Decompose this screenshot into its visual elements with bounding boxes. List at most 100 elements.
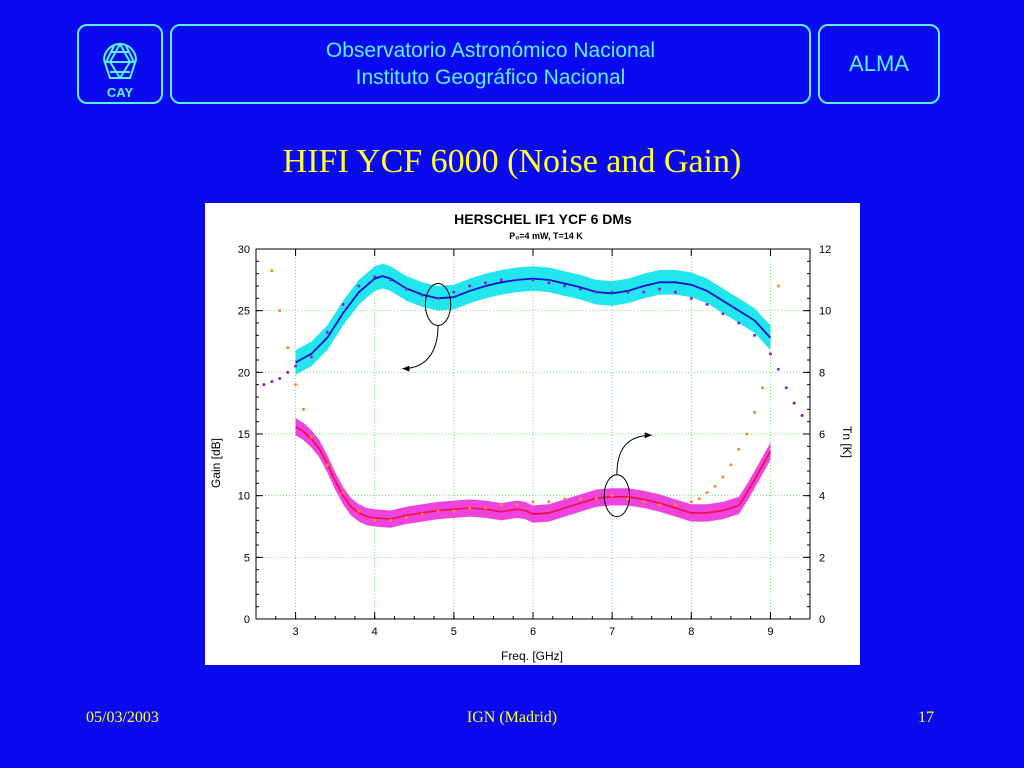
series-3-point: [729, 463, 733, 467]
series-3-point: [436, 509, 440, 513]
series-3-point: [499, 503, 503, 507]
series-3-point: [468, 506, 472, 510]
series-3-point: [689, 500, 693, 504]
series-2-point: [784, 386, 788, 390]
footer-center: IGN (Madrid): [466, 709, 558, 726]
y-tick-label: 20: [238, 367, 250, 379]
series-2-point: [578, 287, 582, 291]
series-2-point: [262, 383, 266, 387]
x-tick-label: 6: [530, 626, 536, 638]
series-2-point: [484, 281, 488, 285]
series-3-point: [721, 475, 725, 479]
series-3-point: [658, 503, 662, 507]
institution-line-2: Instituto Geográfico Nacional: [355, 66, 626, 89]
series-2-point: [792, 401, 796, 405]
y-tick-label: 0: [244, 614, 250, 626]
series-3-point: [713, 484, 717, 488]
series-3-point: [373, 518, 377, 522]
series-3-point: [673, 503, 677, 507]
series-2-point: [626, 290, 630, 294]
series-2-point: [563, 284, 567, 288]
series-2-point: [309, 355, 313, 359]
series-3-point: [278, 309, 282, 313]
x-tick-label: 8: [688, 626, 694, 638]
y-tick-label: 30: [238, 244, 250, 256]
series-3-point: [697, 497, 701, 501]
chart-title: HERSCHEL IF1 YCF 6 DMs: [454, 211, 632, 227]
annotation-arrowhead: [402, 365, 410, 372]
series-3-point: [484, 506, 488, 510]
y-axis-label: Gain [dB]: [209, 438, 223, 488]
slide-title: HIFI YCF 6000 (Noise and Gain): [282, 143, 742, 180]
series-2-point: [673, 290, 677, 294]
series-3-point: [753, 410, 757, 414]
y2-tick-label: 8: [819, 367, 825, 379]
y-tick-label: 10: [238, 491, 250, 503]
series-3-point: [341, 491, 345, 495]
y2-tick-label: 12: [819, 244, 831, 256]
x-axis-label: Freq. [GHz]: [501, 649, 563, 663]
series-2-point: [294, 364, 298, 368]
series-2-point: [531, 278, 535, 282]
alma-label: ALMA: [849, 51, 909, 76]
y2-tick-label: 4: [819, 491, 825, 503]
series-3-point: [531, 500, 535, 504]
series-0-line: [295, 275, 772, 364]
series-2-point: [373, 275, 377, 279]
annotation-arrow: [616, 434, 652, 475]
series-2-point: [689, 296, 693, 300]
series-2-point: [721, 312, 725, 316]
alma-box: ALMA: [818, 24, 940, 104]
series-2-point: [468, 284, 472, 288]
series-3-point: [389, 518, 393, 522]
series-3-point: [420, 512, 424, 516]
series-2-point: [610, 290, 614, 294]
series-3-point: [309, 435, 313, 439]
series-2-point: [800, 414, 804, 417]
series-2-point: [658, 287, 662, 291]
series-2-point: [286, 370, 290, 374]
series-2-point: [404, 287, 408, 291]
series-3-point: [594, 497, 598, 501]
series-2-point: [547, 281, 551, 285]
series-2-point: [642, 290, 646, 294]
series-1-line: [295, 425, 772, 521]
series-3-point: [270, 269, 274, 273]
series-3-point: [737, 447, 741, 451]
series-2-point: [753, 333, 757, 337]
series-2-point: [357, 284, 361, 288]
series-2-point: [594, 290, 598, 294]
series-2-point: [499, 278, 503, 282]
series-3-point: [776, 284, 780, 288]
series-2-point: [278, 377, 282, 380]
series-3-point: [642, 500, 646, 504]
logo-text: CAY: [106, 85, 134, 100]
series-2-point: [515, 278, 519, 282]
series-3-point: [610, 494, 614, 498]
series-3-point: [705, 491, 709, 495]
series-3-point: [301, 407, 305, 411]
x-tick-label: 3: [293, 626, 299, 638]
y2-tick-label: 0: [819, 614, 825, 626]
series-2-point: [737, 321, 741, 325]
series-3-point: [325, 463, 329, 467]
y2-axis-label: Tn [K]: [840, 426, 854, 458]
footer-page: 17: [918, 709, 934, 726]
annotation-arrowhead: [644, 432, 652, 439]
series-2-point: [768, 352, 772, 356]
series-2-point: [270, 380, 274, 384]
series-3-point: [761, 386, 765, 390]
footer-date: 05/03/2003: [86, 709, 159, 726]
series-3-point: [563, 497, 567, 501]
x-tick-label: 4: [372, 626, 378, 638]
series-3-point: [547, 500, 551, 504]
x-tick-label: 7: [609, 626, 615, 638]
y-tick-label: 15: [238, 429, 250, 441]
y-tick-label: 5: [244, 552, 250, 564]
series-2-point: [776, 367, 780, 371]
cay-logo: CAY: [77, 24, 163, 104]
y-tick-label: 25: [238, 306, 250, 318]
series-1-band: [295, 417, 771, 528]
institution-header: Observatorio Astronómico Nacional Instit…: [170, 24, 811, 104]
series-3-point: [515, 503, 519, 507]
